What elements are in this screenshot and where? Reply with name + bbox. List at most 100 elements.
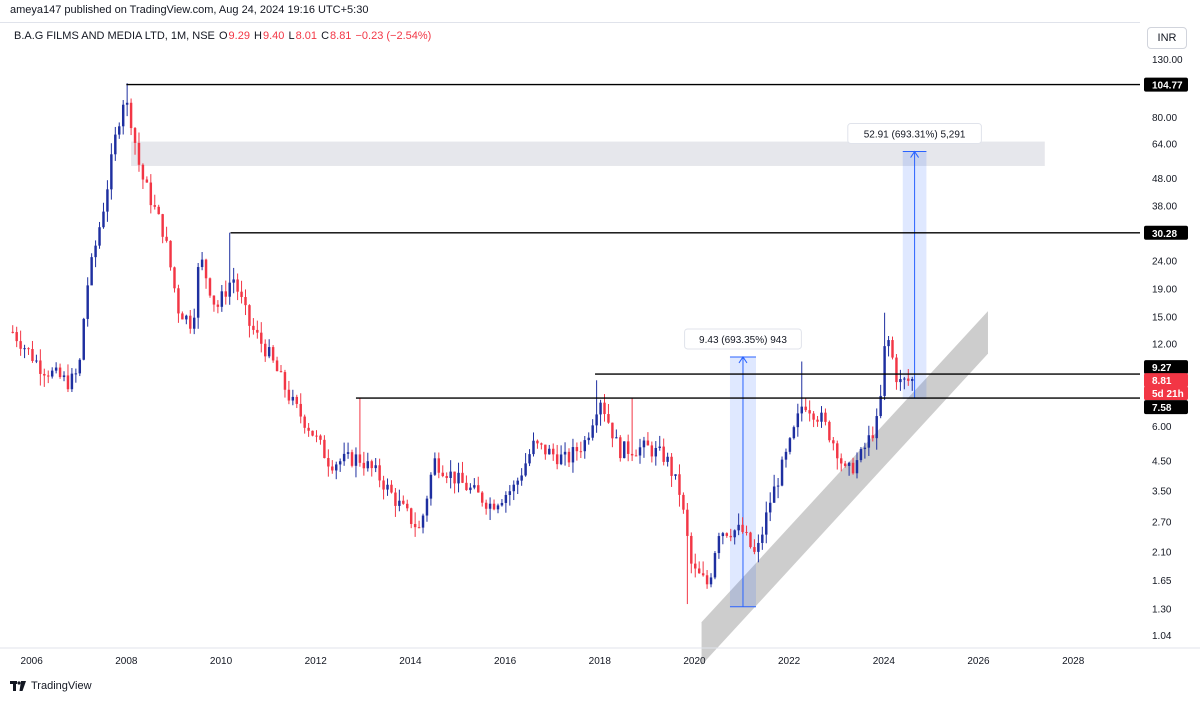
candle-body-down: [630, 453, 634, 456]
candle-body-up: [386, 484, 389, 490]
candle-body-up: [366, 461, 370, 469]
candle-body-up: [425, 498, 429, 516]
candle-body-down: [252, 325, 255, 330]
time-tick-label: 2026: [967, 656, 990, 667]
candle-body-down: [19, 341, 22, 349]
candle-body-up: [429, 474, 433, 499]
time-tick-label: 2014: [399, 656, 422, 667]
symbol-name: B.A.G FILMS AND MEDIA LTD, 1M, NSE: [14, 30, 215, 42]
candle-body-up: [780, 459, 784, 486]
candle-body-up: [232, 279, 235, 283]
price-tick-label: 12.00: [1152, 339, 1177, 350]
price-axis-background: [1140, 22, 1200, 676]
candle-body-down: [650, 445, 654, 457]
candle-body-up: [520, 475, 523, 481]
candle-body-up: [473, 485, 476, 488]
candle-body-up: [887, 340, 890, 347]
candle-body-up: [346, 452, 350, 454]
candle-body-down: [208, 278, 212, 296]
candle-body-down: [808, 410, 811, 414]
price-badge-label: 104.77: [1152, 81, 1183, 92]
candle-body-down: [311, 430, 314, 436]
candle-body-down: [484, 502, 488, 509]
candle-body-up: [911, 379, 914, 381]
close-label: C: [321, 30, 330, 42]
price-tick-label: 4.50: [1152, 456, 1172, 467]
low-value: 8.01: [295, 30, 317, 42]
candle-body-down: [480, 492, 484, 503]
price-tick-label: 64.00: [1152, 139, 1177, 150]
candle-body-down: [662, 446, 665, 462]
candle-body-down: [350, 452, 354, 466]
candle-body-down: [839, 458, 843, 464]
candle-body-up: [500, 502, 504, 506]
candle-body-down: [555, 454, 559, 465]
candle-body-up: [583, 440, 587, 452]
candle-body-up: [721, 533, 725, 537]
price-badge-label: 5d 21h: [1152, 389, 1184, 400]
price-tick-label: 38.00: [1152, 202, 1177, 213]
candle-body-up: [548, 448, 551, 455]
currency-selector[interactable]: INR: [1147, 27, 1187, 49]
candle-body-down: [303, 416, 306, 428]
candle-body-down: [248, 305, 251, 326]
time-tick-label: 2006: [21, 656, 44, 667]
candle-body-down: [551, 448, 555, 455]
candle-body-up: [820, 412, 823, 422]
candle-body-down: [851, 462, 855, 474]
candle-body-up: [196, 267, 200, 318]
candle-body-down: [153, 205, 156, 207]
candles-layer: [11, 83, 914, 605]
candle-body-down: [43, 373, 46, 376]
time-tick-label: 2016: [494, 656, 517, 667]
candle-body-down: [725, 533, 729, 536]
candle-body-down: [204, 259, 208, 279]
candle-body-down: [741, 524, 744, 532]
candle-body-up: [599, 402, 602, 415]
candle-body-down: [690, 535, 693, 564]
price-badge-box: [1144, 360, 1188, 375]
top-bar: ameya147 published on TradingView.com, A…: [0, 0, 1200, 23]
candle-body-down: [409, 508, 413, 524]
candle-body-down: [58, 367, 62, 378]
price-badge-box: [1144, 400, 1188, 415]
candle-body-down: [607, 414, 610, 423]
candle-body-down: [137, 142, 141, 165]
candle-body-down: [133, 128, 137, 143]
time-tick-label: 2010: [210, 656, 233, 667]
candle-body-up: [78, 359, 82, 374]
candle-body-up: [847, 462, 851, 466]
candle-body-up: [488, 503, 492, 509]
price-axis[interactable]: 130.00 80.00 64.00 48.00 38.00 24.00 19.00 15.0…: [1140, 22, 1200, 676]
candle-body-down: [327, 458, 330, 467]
price-tick-label: 130.00: [1152, 55, 1183, 66]
candle-body-up: [433, 458, 437, 475]
candle-body-up: [709, 577, 713, 585]
candle-body-down: [315, 435, 318, 437]
price-tick-label: 15.00: [1152, 313, 1177, 324]
candle-body-down: [394, 492, 397, 506]
candle-body-down: [441, 472, 444, 477]
candle-body-down: [141, 164, 145, 180]
close-value: 8.81: [330, 30, 352, 42]
candle-body-up: [94, 245, 97, 258]
candle-body-up: [185, 315, 188, 320]
chart-legend: B.A.G FILMS AND MEDIA LTD, 1M, NSE O9.29…: [14, 30, 432, 42]
candle-body-up: [98, 227, 101, 246]
time-tick-label: 2012: [305, 656, 328, 667]
candle-body-down: [567, 451, 571, 463]
open-label: O: [218, 30, 228, 42]
candle-body-up: [192, 317, 196, 329]
candle-body-down: [804, 406, 807, 411]
candle-body-down: [145, 179, 149, 183]
candle-body-down: [540, 443, 543, 445]
price-tick-label: 2.10: [1152, 547, 1172, 558]
candle-body-down: [816, 419, 819, 422]
candle-body-up: [70, 373, 74, 390]
price-tick-label: 2.70: [1152, 517, 1172, 528]
candle-body-up: [733, 530, 736, 538]
time-axis[interactable]: 2006 2008 2010 2012 2014 2016 2018 2020 2022 2024…: [0, 647, 1200, 667]
candle-body-down: [299, 403, 302, 417]
candle-body-down: [165, 236, 168, 241]
